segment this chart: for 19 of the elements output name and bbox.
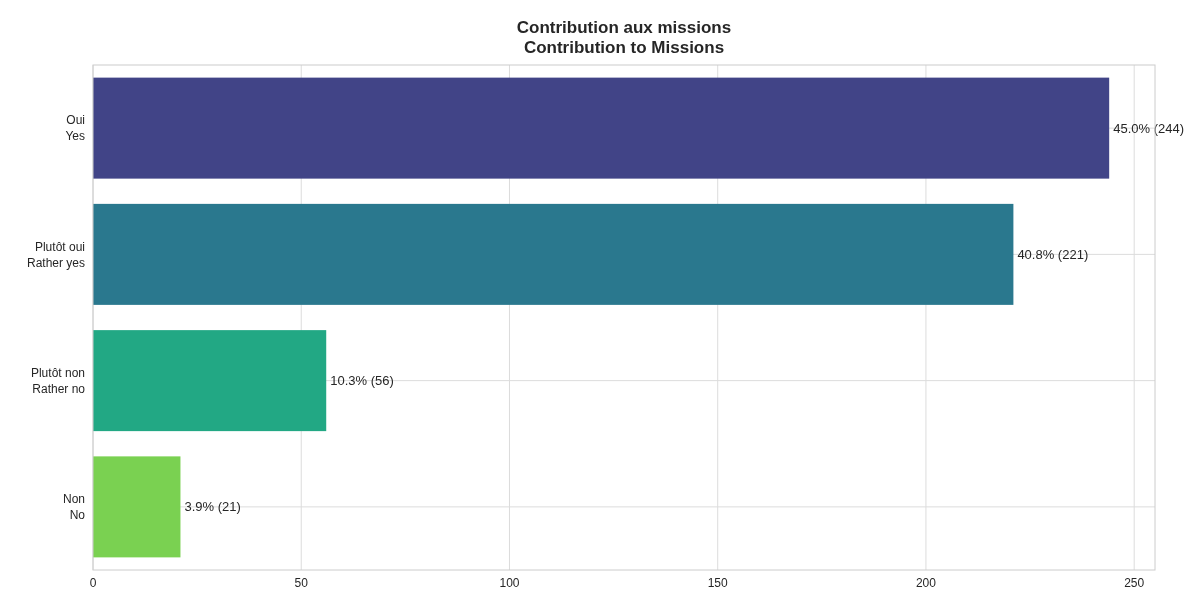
chart-title: Contribution aux missions Contribution to Missions	[516, 18, 732, 57]
x-tick-label: 250	[1124, 576, 1145, 590]
x-tick-label: 150	[707, 576, 729, 590]
data-label: 40.8% (221)	[1017, 246, 1089, 262]
x-tick-label: 50	[294, 576, 309, 590]
bar	[93, 77, 1110, 179]
y-tick-label: Plutôt oui Rather yes	[26, 239, 85, 270]
bar	[93, 203, 1014, 305]
x-tick-label: 200	[915, 576, 937, 590]
data-label: 10.3% (56)	[330, 373, 394, 389]
x-tick-label: 0	[89, 576, 97, 590]
data-label: 45.0% (244)	[1113, 120, 1185, 136]
y-tick-label: Oui Yes	[65, 113, 85, 144]
data-label: 3.9% (21)	[184, 499, 241, 515]
bar	[93, 330, 327, 432]
x-tick-label: 100	[499, 576, 520, 590]
y-tick-label: Plutôt non Rather no	[30, 365, 86, 396]
bar	[93, 456, 181, 558]
y-tick-label: Non No	[62, 492, 86, 523]
